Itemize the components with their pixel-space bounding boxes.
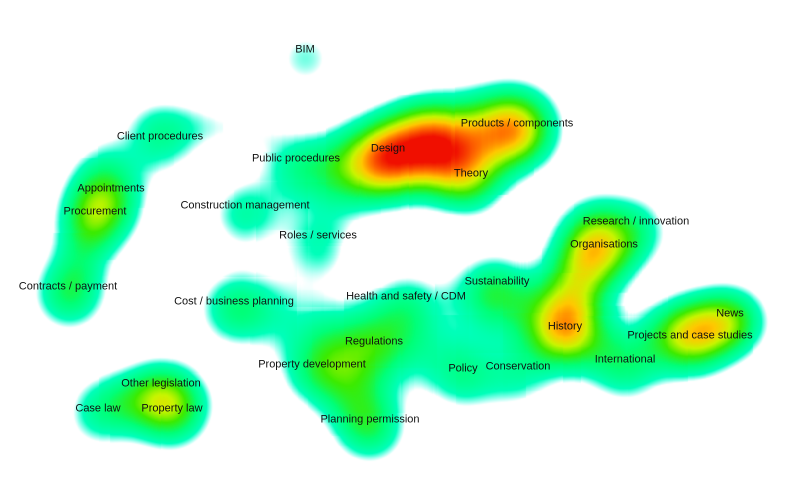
label-planning-permission: Planning permission xyxy=(320,413,420,426)
label-appointments: Appointments xyxy=(77,182,145,195)
label-regulations: Regulations xyxy=(344,335,404,348)
label-sustainability: Sustainability xyxy=(464,275,530,288)
label-public-procedures: Public procedures xyxy=(251,152,341,165)
label-bim: BIM xyxy=(295,43,315,56)
label-procurement: Procurement xyxy=(63,205,127,218)
label-property-development: Property development xyxy=(258,358,366,371)
label-theory: Theory xyxy=(453,167,489,180)
label-property-law: Property law xyxy=(141,402,203,415)
label-conservation: Conservation xyxy=(485,360,551,373)
label-client-procedures: Client procedures xyxy=(116,130,204,143)
label-other-legislation: Other legislation xyxy=(121,377,201,390)
label-construction-management: Construction management xyxy=(180,199,310,212)
label-international: International xyxy=(594,353,656,366)
label-roles-services: Roles / services xyxy=(279,229,357,242)
label-history: History xyxy=(547,320,583,333)
label-projects-and-case-studies: Projects and case studies xyxy=(627,329,753,342)
label-news: News xyxy=(716,307,744,320)
label-design: Design xyxy=(370,142,406,155)
label-products-components: Products / components xyxy=(460,117,574,130)
label-policy: Policy xyxy=(448,362,478,375)
label-organisations: Organisations xyxy=(570,238,638,251)
label-research-innovation: Research / innovation xyxy=(582,215,690,228)
label-case-law: Case law xyxy=(75,402,121,415)
label-health-and-safety-cdm: Health and safety / CDM xyxy=(346,290,466,303)
label-contracts-payment: Contracts / payment xyxy=(18,280,118,293)
label-cost-business-planning: Cost / business planning xyxy=(174,295,294,308)
